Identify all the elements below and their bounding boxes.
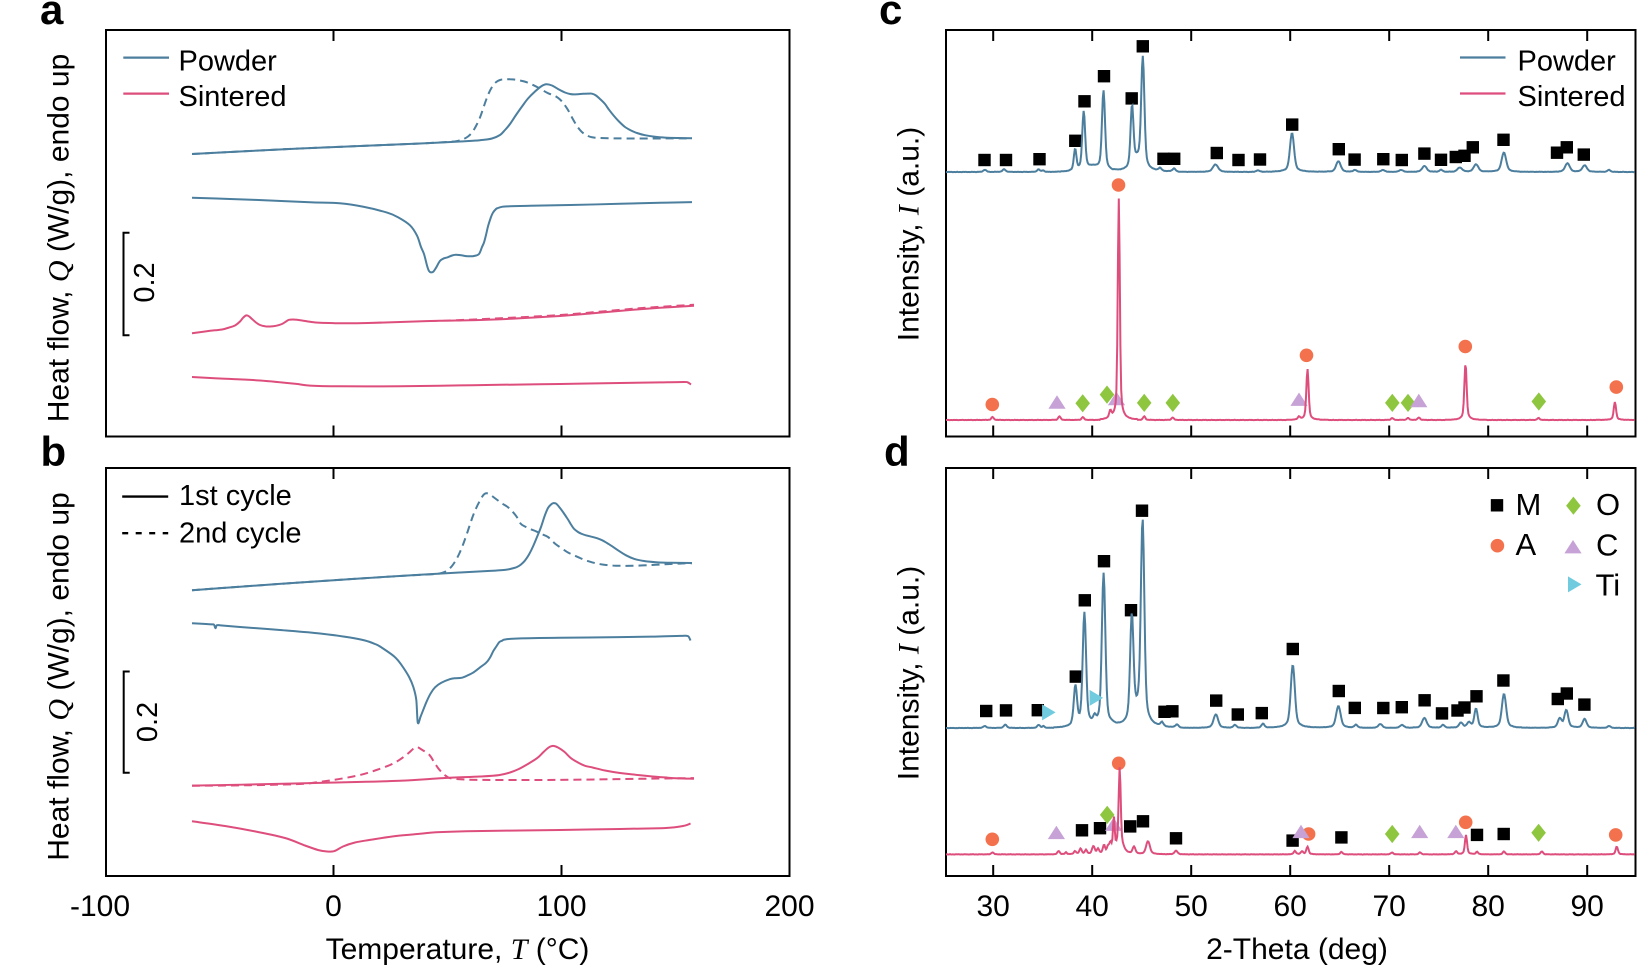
svg-text:c: c bbox=[879, 0, 902, 33]
svg-text:d: d bbox=[884, 428, 910, 475]
svg-text:a: a bbox=[40, 0, 64, 33]
svg-text:2nd cycle: 2nd cycle bbox=[179, 518, 302, 550]
svg-text:40: 40 bbox=[1076, 890, 1109, 923]
svg-text:O: O bbox=[1596, 487, 1620, 522]
svg-text:0: 0 bbox=[325, 890, 342, 923]
svg-text:M: M bbox=[1516, 487, 1542, 522]
svg-text:Powder: Powder bbox=[179, 46, 278, 78]
svg-text:30: 30 bbox=[977, 890, 1010, 923]
svg-text:Sintered: Sintered bbox=[179, 81, 287, 113]
svg-text:0.2: 0.2 bbox=[132, 702, 164, 742]
svg-text:Ti: Ti bbox=[1596, 568, 1621, 603]
svg-text:80: 80 bbox=[1472, 890, 1505, 923]
svg-text:50: 50 bbox=[1175, 890, 1208, 923]
svg-text:70: 70 bbox=[1373, 890, 1406, 923]
svg-text:Temperature, T (°C): Temperature, T (°C) bbox=[326, 933, 590, 966]
svg-text:Intensity, I (a.u.): Intensity, I (a.u.) bbox=[893, 127, 926, 342]
svg-text:C: C bbox=[1596, 528, 1618, 563]
svg-text:b: b bbox=[41, 428, 67, 475]
svg-text:90: 90 bbox=[1571, 890, 1604, 923]
svg-text:2-Theta (deg): 2-Theta (deg) bbox=[1206, 933, 1388, 966]
svg-text:0.2: 0.2 bbox=[129, 262, 161, 302]
svg-text:Sintered: Sintered bbox=[1518, 81, 1626, 113]
svg-text:60: 60 bbox=[1274, 890, 1307, 923]
svg-text:Heat flow, Q (W/g), endo up: Heat flow, Q (W/g), endo up bbox=[43, 54, 76, 423]
svg-text:1st cycle: 1st cycle bbox=[179, 480, 292, 512]
svg-text:100: 100 bbox=[536, 890, 586, 923]
svg-text:-100: -100 bbox=[70, 890, 130, 923]
svg-text:Powder: Powder bbox=[1518, 46, 1617, 78]
svg-text:Intensity, I (a.u.): Intensity, I (a.u.) bbox=[893, 566, 926, 781]
svg-text:A: A bbox=[1516, 527, 1537, 562]
svg-text:200: 200 bbox=[764, 890, 814, 923]
svg-text:Heat flow, Q (W/g), endo up: Heat flow, Q (W/g), endo up bbox=[43, 492, 76, 861]
